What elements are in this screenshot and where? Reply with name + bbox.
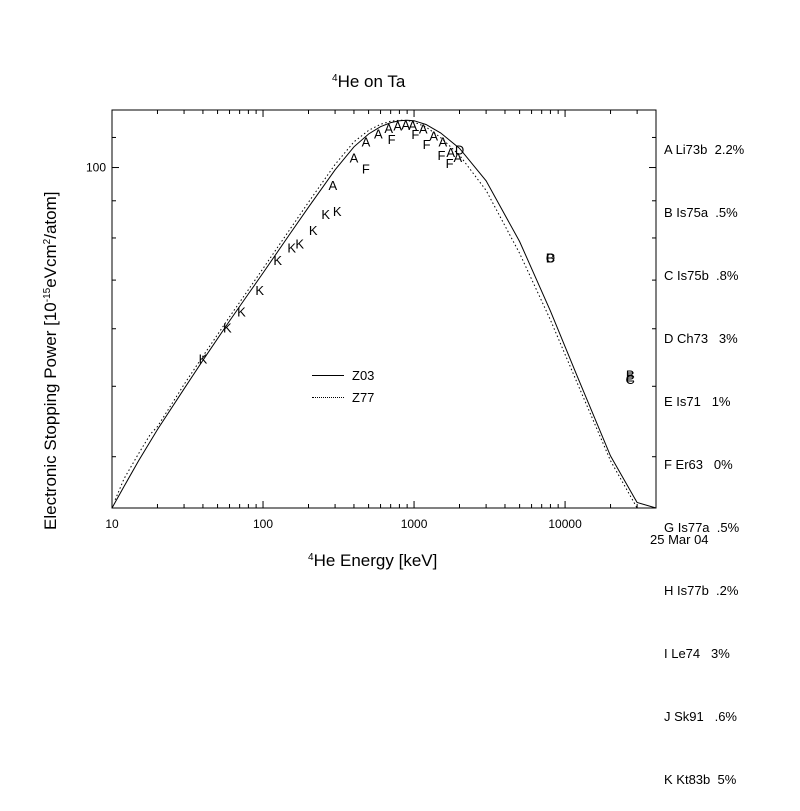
data-point-a: A <box>401 117 410 132</box>
date-stamp: 25 Mar 04 <box>650 532 709 547</box>
data-point-a: A <box>419 122 428 137</box>
legend-entry-z03: Z03 <box>312 364 374 386</box>
data-point-k: K <box>333 204 342 219</box>
chart-legend: Z03 Z77 <box>312 364 374 408</box>
data-point-f: F <box>411 127 419 142</box>
plot-axes: 10 100 1000 10000 100 <box>86 109 657 531</box>
reference-item: F Er63 0% <box>664 457 733 472</box>
data-point-k: K <box>199 352 208 367</box>
reference-item: E Is71 1% <box>664 394 731 409</box>
y-axis-label: Electronic Stopping Power [10-15eVcm2/at… <box>41 191 60 530</box>
series-line-z77 <box>114 119 638 509</box>
data-point-a: A <box>393 118 402 133</box>
data-point-a: A <box>429 128 438 143</box>
data-point-a: A <box>438 135 447 150</box>
data-point-c: C <box>546 250 555 265</box>
data-point-k: K <box>237 304 246 319</box>
data-point-k: K <box>273 253 282 268</box>
solid-line-swatch <box>312 374 344 376</box>
legend-entry-z77: Z77 <box>312 386 374 408</box>
reference-item: K Kt83b 5% <box>664 772 737 787</box>
reference-item: G Is77a .5% <box>664 520 740 535</box>
data-point-k: K <box>287 241 296 256</box>
x-tick-label: 1000 <box>401 517 428 531</box>
data-point-f: F <box>423 137 431 152</box>
data-point-f: F <box>446 156 454 171</box>
x-tick-label: 100 <box>253 517 273 531</box>
data-point-a: A <box>374 126 383 141</box>
series-line-z03 <box>111 119 657 509</box>
data-point-k: K <box>309 223 318 238</box>
x-tick-label: 10000 <box>548 517 582 531</box>
data-point-k: K <box>321 207 330 222</box>
reference-item: B Is75a .5% <box>664 205 738 220</box>
legend-label: Z03 <box>352 367 375 383</box>
data-point-a: A <box>350 151 359 166</box>
data-point-d: D <box>455 142 464 157</box>
data-point-a: A <box>329 178 338 193</box>
data-point-k: K <box>223 321 232 336</box>
data-point-a: A <box>384 121 393 136</box>
data-point-a: A <box>454 150 463 165</box>
data-point-f: F <box>388 132 396 147</box>
data-point-d: D <box>546 250 555 265</box>
data-point-k: K <box>255 283 264 298</box>
data-point-f: F <box>438 148 446 163</box>
reference-item: C Is75b .8% <box>664 268 739 283</box>
chart-title: 4He on Ta <box>332 72 406 91</box>
data-point-b: B <box>546 250 555 265</box>
data-point-c: C <box>626 372 635 387</box>
reference-list: A Li73b 2.2% B Is75a .5% C Is75b .8% D C… <box>664 97 744 811</box>
plot-curves <box>111 119 657 509</box>
data-point-a: A <box>362 135 371 150</box>
reference-item: A Li73b 2.2% <box>664 142 745 157</box>
reference-item: J Sk91 .6% <box>664 709 737 724</box>
data-point-k: K <box>295 237 304 252</box>
data-point-a: A <box>408 118 417 133</box>
reference-item: H Is77b .2% <box>664 583 739 598</box>
data-point-e: E <box>626 369 635 384</box>
x-axis-label: 4He Energy [keV] <box>308 551 438 570</box>
legend-label: Z77 <box>352 389 375 405</box>
reference-item: I Le74 3% <box>664 646 730 661</box>
data-point-a: A <box>446 145 455 160</box>
reference-item: D Ch73 3% <box>664 331 738 346</box>
y-tick-label: 100 <box>86 161 106 175</box>
x-tick-label: 10 <box>105 517 119 531</box>
dotted-line-swatch <box>312 396 344 398</box>
data-point-f: F <box>362 161 370 176</box>
data-point-b: B <box>626 368 635 383</box>
plot-frame <box>111 109 657 509</box>
